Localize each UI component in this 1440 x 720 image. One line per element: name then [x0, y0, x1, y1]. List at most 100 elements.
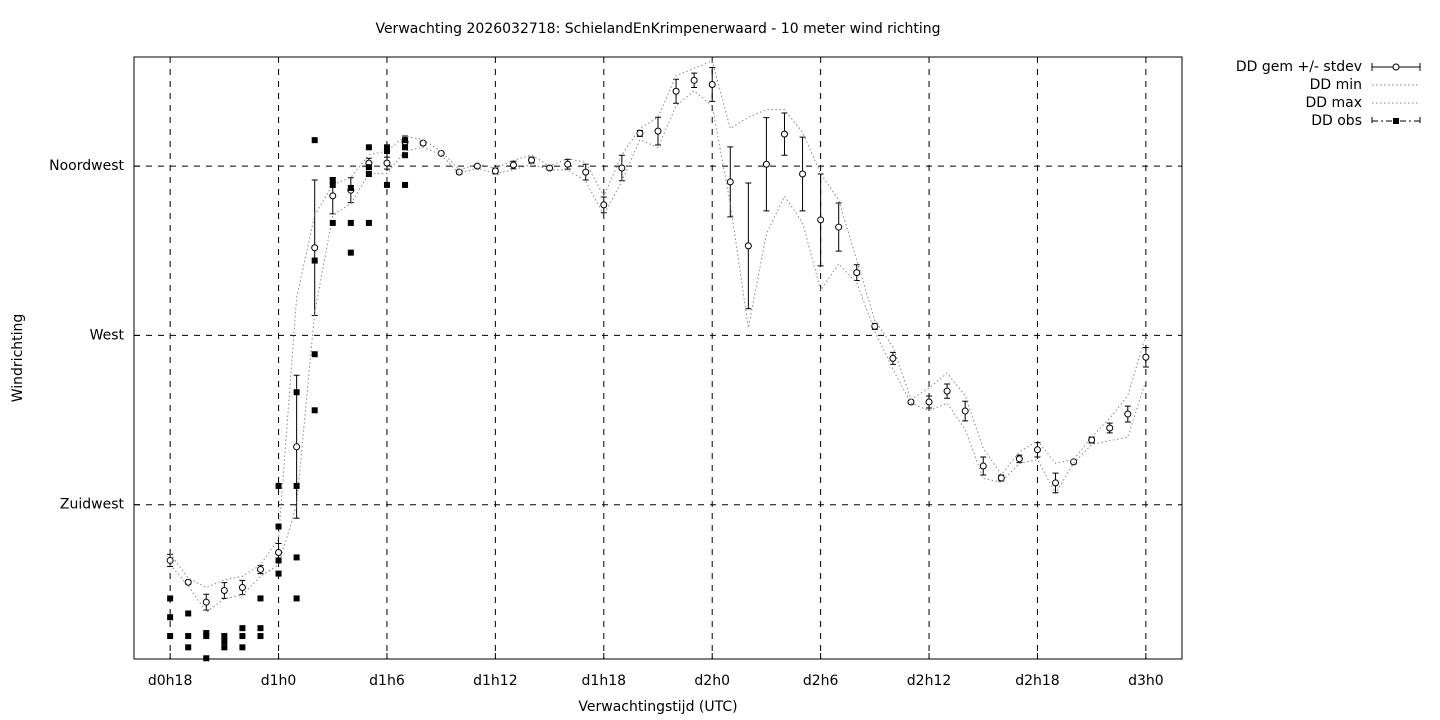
y-tick-label: Zuidwest	[60, 497, 125, 513]
x-axis-label: Verwachtingstijd (UTC)	[578, 699, 737, 715]
obs-point	[203, 633, 210, 640]
obs-point	[347, 184, 354, 191]
obs-point	[383, 144, 390, 151]
mean-point	[546, 164, 554, 172]
obs-point	[365, 171, 372, 178]
mean-point	[744, 242, 752, 250]
x-tick-label: d3h0	[1128, 673, 1164, 689]
legend-label: DD obs	[1311, 113, 1362, 129]
obs-point	[365, 164, 372, 171]
mean-point	[256, 565, 264, 573]
x-tick-label: d0h18	[148, 673, 192, 689]
mean-point	[780, 130, 788, 138]
mean-point	[509, 161, 517, 169]
mean-point	[925, 398, 933, 406]
plot-frame	[133, 56, 1183, 660]
obs-point	[347, 249, 354, 256]
legend-swatch	[1392, 63, 1400, 71]
mean-point	[293, 443, 301, 451]
obs-point	[365, 144, 372, 151]
x-tick-label: d2h6	[803, 673, 839, 689]
obs-point	[239, 625, 246, 632]
obs-point	[311, 137, 318, 144]
mean-point	[220, 587, 228, 595]
mean-point	[979, 462, 987, 470]
legend-label: DD max	[1305, 95, 1362, 111]
obs-point	[311, 407, 318, 414]
obs-point	[203, 655, 210, 662]
mean-point	[528, 156, 536, 164]
x-tick-label: d2h12	[907, 673, 951, 689]
obs-point	[383, 181, 390, 188]
mean-point	[1142, 353, 1150, 361]
mean-point	[762, 160, 770, 168]
mean-point	[961, 407, 969, 415]
obs-point	[311, 257, 318, 264]
obs-point	[275, 557, 282, 564]
mean-point	[1070, 458, 1078, 466]
y-tick-label: West	[90, 327, 125, 343]
obs-point	[221, 633, 228, 640]
obs-point	[203, 630, 210, 637]
obs-point	[167, 633, 174, 640]
mean-point	[1052, 479, 1060, 487]
mean-point	[311, 244, 319, 252]
x-tick-label: d1h0	[261, 673, 297, 689]
obs-point	[275, 570, 282, 577]
legend-label: DD gem +/- stdev	[1236, 59, 1362, 75]
obs-point	[329, 177, 336, 184]
mean-point	[383, 159, 391, 167]
legend-label: DD min	[1310, 77, 1362, 93]
mean-point	[817, 216, 825, 224]
mean-point	[1106, 424, 1114, 432]
mean-point	[618, 164, 626, 172]
obs-point	[293, 389, 300, 396]
chart-title: Verwachting 2026032718: SchielandEnKrimp…	[375, 21, 940, 37]
mean-point	[202, 598, 210, 606]
y-tick-label: Noordwest	[49, 158, 124, 174]
mean-point	[600, 201, 608, 209]
mean-point	[238, 584, 246, 592]
obs-point	[185, 644, 192, 651]
obs-point	[293, 554, 300, 561]
obs-point	[185, 633, 192, 640]
mean-point	[582, 168, 590, 176]
mean-point	[853, 269, 861, 277]
mean-point	[672, 87, 680, 95]
mean-point	[1124, 410, 1132, 418]
mean-point	[1015, 455, 1023, 463]
mean-point	[889, 354, 897, 362]
obs-point	[402, 137, 409, 144]
legend-swatch	[1393, 118, 1399, 124]
mean-point	[166, 556, 174, 564]
obs-point	[167, 614, 174, 621]
mean-point	[654, 127, 662, 135]
mean-point	[275, 549, 283, 557]
obs-point	[347, 219, 354, 226]
x-tick-label: d1h12	[473, 673, 517, 689]
obs-point	[329, 181, 336, 188]
obs-point	[239, 644, 246, 651]
obs-point	[311, 351, 318, 358]
obs-point	[167, 595, 174, 602]
obs-point	[257, 633, 264, 640]
x-tick-label: d2h18	[1015, 673, 1059, 689]
mean-point	[1033, 446, 1041, 454]
obs-point	[257, 625, 264, 632]
obs-point	[402, 152, 409, 159]
obs-point	[402, 144, 409, 151]
x-tick-label: d1h6	[369, 673, 405, 689]
obs-point	[293, 482, 300, 489]
mean-point	[491, 167, 499, 175]
mean-point	[799, 170, 807, 178]
obs-point	[365, 219, 372, 226]
obs-point	[221, 644, 228, 651]
mean-point	[184, 578, 192, 586]
x-tick-label: d1h18	[582, 673, 626, 689]
mean-point	[708, 80, 716, 88]
obs-point	[402, 181, 409, 188]
mean-point	[997, 474, 1005, 482]
mean-point	[419, 139, 427, 147]
obs-point	[275, 482, 282, 489]
